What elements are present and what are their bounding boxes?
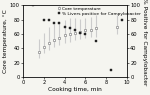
Line: % Livers positive for Campylobacter: % Livers positive for Campylobacter <box>32 4 123 71</box>
Legend: Core temperature, % Livers positive for Campylobacter: Core temperature, % Livers positive for … <box>56 6 141 16</box>
% Livers positive for Campylobacter <box>43 19 45 20</box>
% Livers positive for Campylobacter <box>33 5 34 6</box>
Y-axis label: Core temperature, °C: Core temperature, °C <box>3 9 8 73</box>
% Livers positive for Campylobacter <box>79 32 81 33</box>
X-axis label: Cooking time, min: Cooking time, min <box>48 87 102 91</box>
% Livers positive for Campylobacter <box>84 34 86 35</box>
Y-axis label: % Positive for Campylobacter: % Positive for Campylobacter <box>142 0 147 85</box>
% Livers positive for Campylobacter <box>53 23 55 24</box>
% Livers positive for Campylobacter <box>121 19 123 20</box>
% Livers positive for Campylobacter <box>58 23 60 24</box>
% Livers positive for Campylobacter <box>48 19 50 20</box>
% Livers positive for Campylobacter <box>69 28 71 29</box>
% Livers positive for Campylobacter <box>74 30 76 31</box>
% Livers positive for Campylobacter <box>64 26 66 27</box>
% Livers positive for Campylobacter <box>95 41 97 42</box>
% Livers positive for Campylobacter <box>110 69 112 70</box>
